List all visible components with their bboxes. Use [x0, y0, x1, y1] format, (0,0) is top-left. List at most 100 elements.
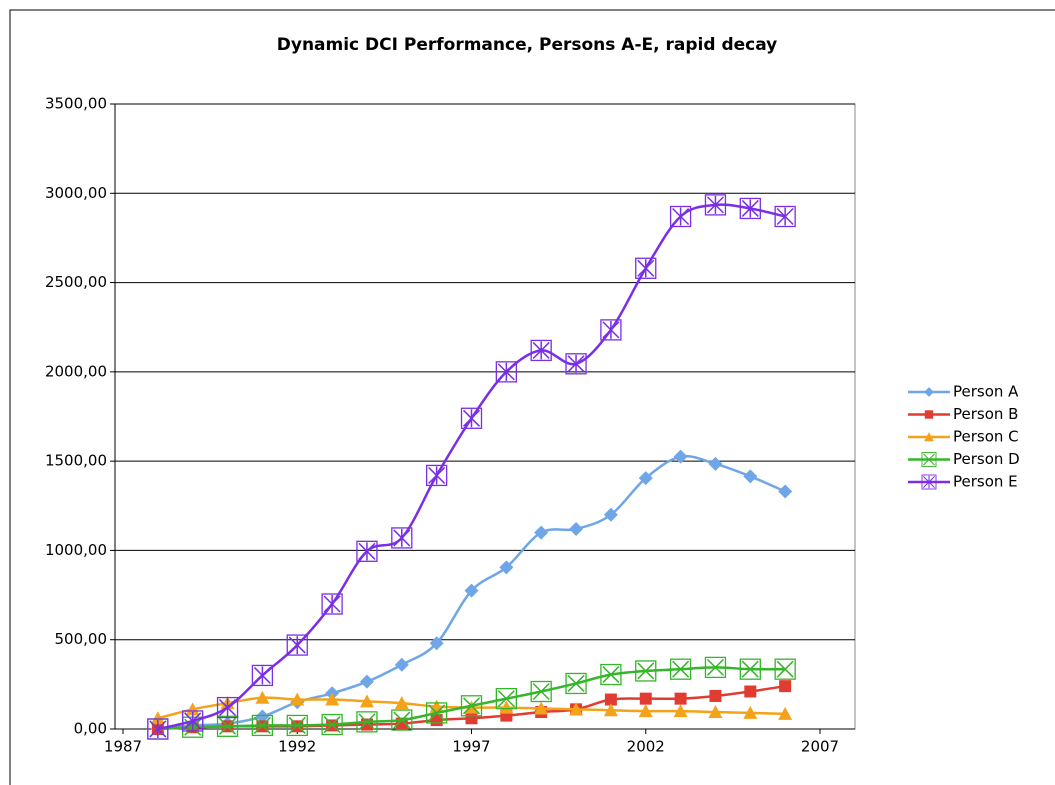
marker — [639, 692, 652, 705]
marker-shape — [638, 471, 653, 486]
marker — [460, 407, 483, 429]
marker — [638, 704, 653, 718]
marker-shape — [462, 697, 481, 715]
marker — [465, 712, 478, 725]
marker-shape — [425, 464, 448, 487]
marker-shape — [672, 660, 690, 678]
marker — [673, 449, 688, 464]
marker — [464, 583, 479, 598]
marker — [325, 692, 340, 706]
marker — [534, 525, 549, 540]
marker — [565, 672, 587, 695]
marker — [778, 706, 793, 720]
marker — [708, 456, 723, 471]
marker-shape — [708, 705, 723, 719]
marker-shape — [530, 680, 552, 703]
marker — [669, 205, 692, 228]
marker-shape — [924, 432, 934, 442]
marker — [704, 656, 727, 679]
y-tick-label: 2500,00 — [45, 273, 107, 291]
marker-shape — [567, 674, 585, 692]
y-tick-label: 1000,00 — [45, 541, 107, 559]
marker-shape — [216, 696, 239, 719]
marker — [774, 658, 796, 680]
marker — [360, 718, 373, 731]
marker-shape — [532, 682, 550, 701]
marker-shape — [924, 410, 934, 419]
marker-shape — [185, 702, 200, 716]
marker — [255, 709, 270, 724]
marker-shape — [706, 195, 724, 214]
marker — [604, 693, 617, 706]
marker — [500, 709, 513, 722]
marker — [495, 687, 518, 710]
marker-shape — [709, 689, 722, 702]
marker — [251, 664, 274, 687]
marker-shape — [495, 361, 518, 383]
marker-shape — [425, 702, 448, 724]
marker-shape — [358, 713, 376, 731]
marker — [569, 702, 584, 716]
marker-shape — [391, 527, 413, 549]
marker-shape — [602, 320, 620, 339]
marker — [150, 711, 165, 725]
plot-area — [114, 103, 856, 730]
legend-label: Person B — [953, 405, 1018, 423]
marker — [709, 689, 722, 702]
marker-shape — [534, 525, 549, 540]
marker-shape — [603, 703, 618, 717]
marker-shape — [635, 257, 657, 279]
marker-shape — [674, 692, 687, 705]
marker — [530, 680, 552, 703]
marker — [600, 319, 622, 341]
marker — [147, 718, 169, 740]
marker — [391, 709, 413, 731]
marker — [603, 703, 618, 717]
marker — [565, 353, 587, 375]
marker-shape — [286, 634, 308, 656]
marker-shape — [255, 709, 270, 724]
marker-shape — [393, 528, 411, 547]
marker — [394, 696, 409, 710]
marker-shape — [465, 712, 478, 725]
marker-shape — [288, 716, 306, 734]
marker-shape — [359, 674, 374, 689]
chart-title: Dynamic DCI Performance, Persons A-E, ra… — [277, 35, 778, 55]
marker-shape — [323, 595, 341, 613]
marker-shape — [321, 713, 343, 736]
x-tick-label: 1987 — [104, 738, 142, 756]
marker — [425, 464, 448, 487]
marker — [635, 257, 657, 279]
marker-shape — [393, 711, 411, 729]
marker-shape — [921, 474, 937, 490]
marker — [673, 704, 688, 718]
marker-shape — [741, 660, 759, 678]
marker-shape — [460, 695, 483, 717]
marker-shape — [497, 690, 515, 708]
marker — [674, 692, 687, 705]
marker — [669, 658, 692, 680]
marker — [534, 701, 549, 715]
marker-shape — [500, 709, 513, 722]
marker — [635, 660, 657, 682]
marker — [704, 194, 727, 216]
marker — [286, 714, 308, 737]
marker — [744, 685, 757, 698]
marker-shape — [356, 540, 378, 562]
marker — [530, 339, 552, 362]
marker-shape — [565, 353, 587, 375]
marker — [321, 593, 343, 615]
marker — [708, 705, 723, 719]
y-tick-label: 500,00 — [55, 630, 108, 648]
marker — [739, 658, 761, 680]
marker — [921, 474, 937, 490]
marker — [394, 657, 409, 672]
x-tick-label: 1992 — [278, 738, 316, 756]
marker-shape — [923, 475, 935, 489]
marker-shape — [495, 687, 518, 710]
marker — [460, 695, 483, 717]
marker-shape — [251, 714, 274, 737]
marker-shape — [430, 714, 443, 727]
marker-shape — [600, 663, 622, 686]
